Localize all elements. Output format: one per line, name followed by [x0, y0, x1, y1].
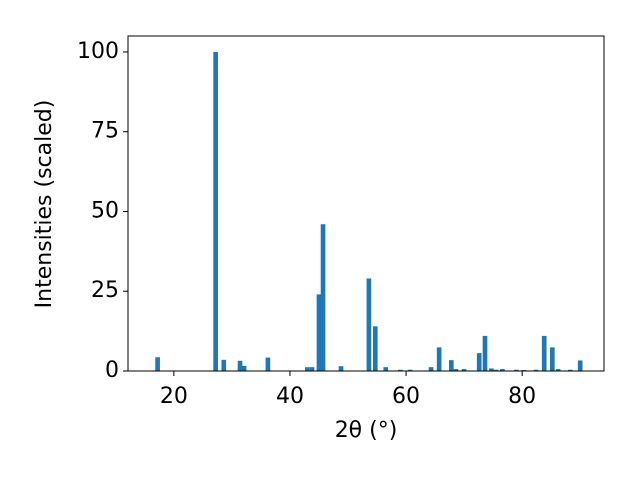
x-tick-label: 60	[392, 384, 420, 409]
bar	[237, 360, 243, 371]
bar	[436, 347, 442, 371]
bar	[305, 367, 310, 371]
bar	[500, 369, 505, 371]
bar	[320, 224, 326, 371]
x-tick-label: 40	[276, 384, 304, 409]
bar	[541, 335, 547, 371]
y-tick-label: 75	[91, 119, 119, 144]
bar	[366, 278, 372, 371]
bar	[397, 369, 403, 371]
bar	[213, 51, 218, 371]
bar	[372, 326, 378, 371]
bar	[383, 367, 389, 371]
bar	[221, 359, 227, 371]
bar	[155, 357, 160, 371]
bar	[428, 367, 434, 371]
plot-frame	[127, 35, 605, 372]
x-tick-label: 80	[508, 384, 536, 409]
bar	[568, 369, 573, 371]
bar	[338, 366, 344, 371]
x-axis-label: 2θ (°)	[335, 418, 398, 443]
bar	[514, 369, 519, 371]
bar	[316, 294, 322, 371]
bar	[550, 347, 555, 371]
y-axis-label: Intensities (scaled)	[32, 100, 57, 309]
bar	[482, 335, 488, 371]
bar	[309, 367, 315, 371]
bar	[533, 369, 539, 371]
bar	[241, 365, 247, 371]
y-tick-label: 50	[91, 198, 119, 223]
bar	[461, 369, 467, 371]
bar	[449, 360, 454, 371]
y-tick-label: 0	[105, 358, 119, 383]
y-tick-label: 100	[77, 39, 119, 64]
bar	[493, 369, 499, 371]
bar	[407, 369, 413, 371]
bar	[453, 369, 459, 371]
bar	[476, 353, 482, 371]
bar	[489, 368, 494, 371]
bar	[577, 360, 583, 371]
y-tick-label: 25	[91, 278, 119, 303]
x-tick-label: 20	[160, 384, 188, 409]
bar	[555, 369, 561, 371]
bar	[265, 357, 271, 371]
